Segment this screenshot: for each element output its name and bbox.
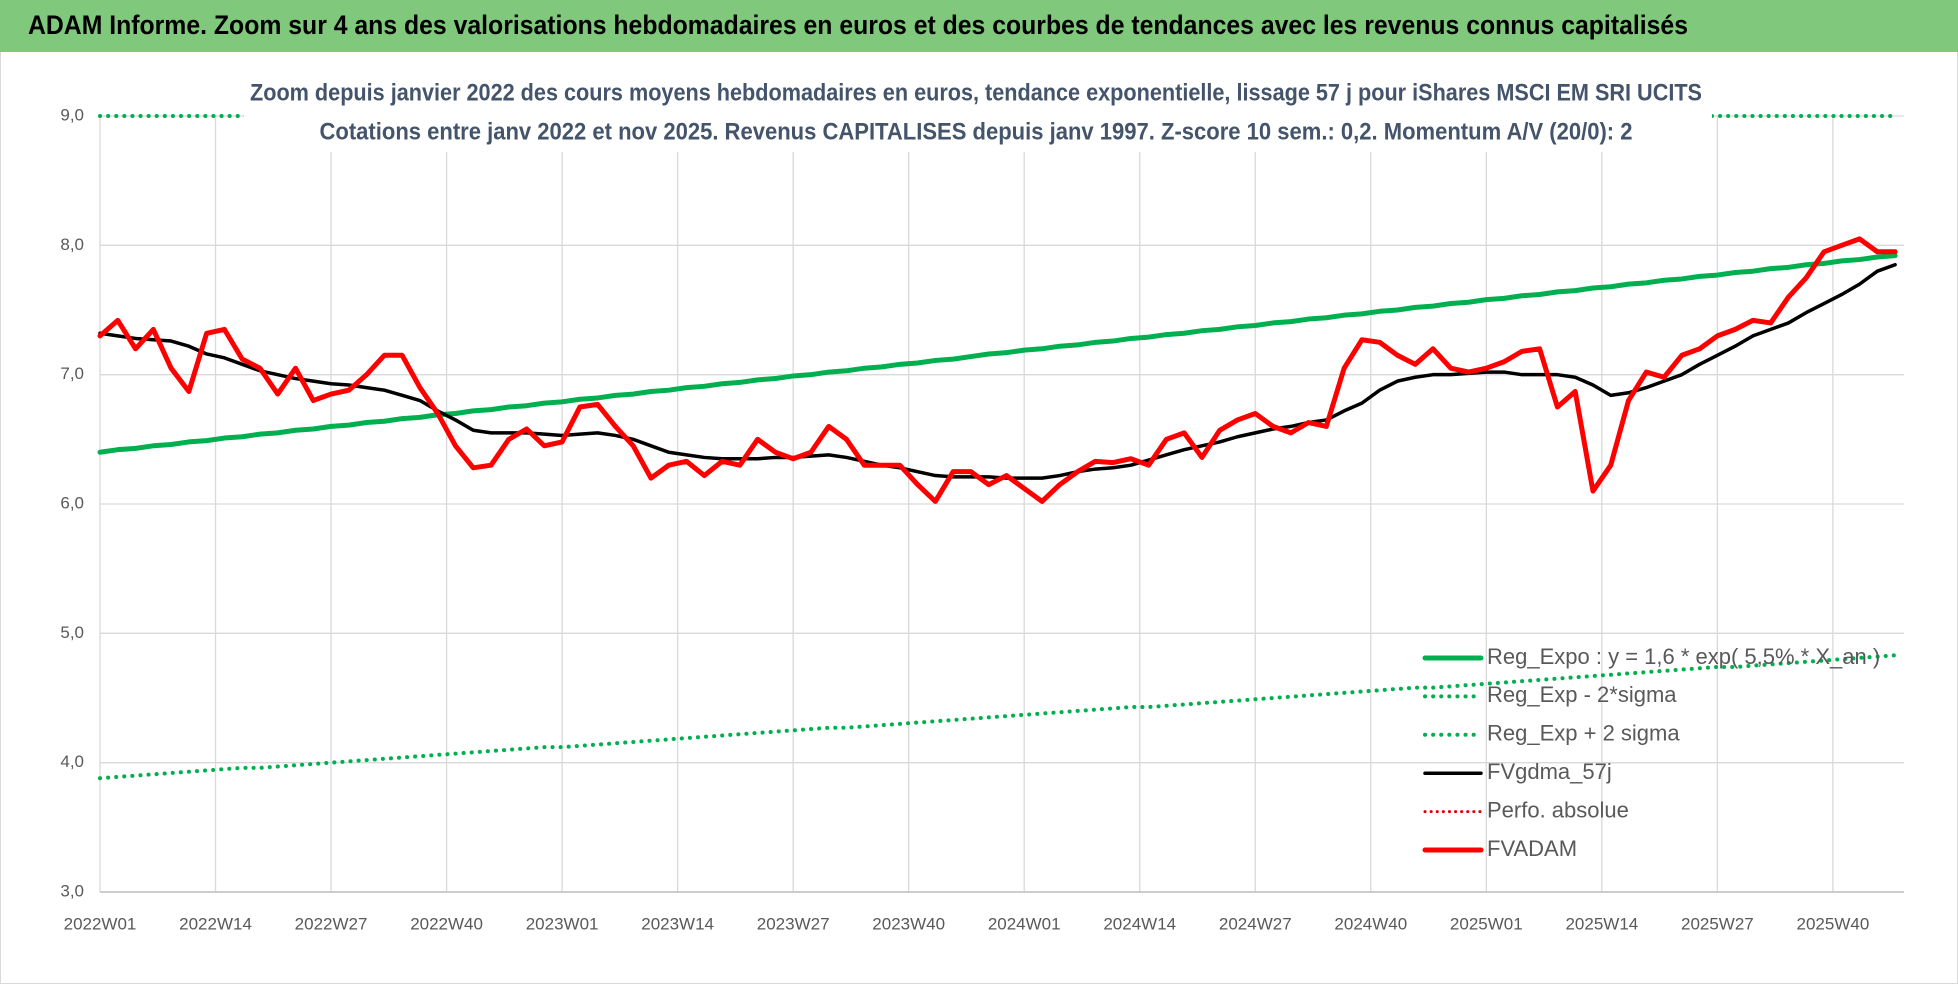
title-background bbox=[244, 76, 1712, 152]
y-tick-label: 9,0 bbox=[60, 105, 84, 124]
legend-label: FVADAM bbox=[1487, 836, 1577, 861]
y-tick-label: 5,0 bbox=[60, 623, 84, 642]
x-tick-label: 2023W01 bbox=[526, 914, 599, 933]
y-tick-label: 8,0 bbox=[60, 235, 84, 254]
legend-label: Reg_Exp - 2*sigma bbox=[1487, 682, 1677, 707]
x-tick-label: 2025W27 bbox=[1681, 914, 1754, 933]
x-tick-label: 2022W14 bbox=[179, 914, 252, 933]
x-tick-label: 2022W40 bbox=[410, 914, 483, 933]
title-block: Zoom depuis janvier 2022 des cours moyen… bbox=[244, 76, 1712, 152]
y-tick-label: 6,0 bbox=[60, 493, 84, 512]
x-tick-label: 2024W40 bbox=[1334, 914, 1407, 933]
y-tick-label: 7,0 bbox=[60, 364, 84, 383]
x-tick-label: 2025W01 bbox=[1450, 914, 1523, 933]
x-tick-label: 2025W40 bbox=[1797, 914, 1870, 933]
header-bar bbox=[0, 0, 1958, 52]
series-line bbox=[97, 253, 1898, 455]
y-tick-label: 3,0 bbox=[60, 881, 84, 900]
legend-label: FVgdma_57j bbox=[1487, 759, 1612, 784]
x-tick-label: 2023W40 bbox=[872, 914, 945, 933]
chart-title: Zoom depuis janvier 2022 des cours moyen… bbox=[250, 79, 1702, 106]
x-tick-label: 2022W01 bbox=[64, 914, 137, 933]
x-tick-label: 2023W27 bbox=[757, 914, 830, 933]
legend-label: Reg_Exp + 2 sigma bbox=[1487, 721, 1680, 746]
x-tick-label: 2024W27 bbox=[1219, 914, 1292, 933]
x-tick-label: 2024W01 bbox=[988, 914, 1061, 933]
x-tick-label: 2023W14 bbox=[641, 914, 714, 933]
x-tick-label: 2022W27 bbox=[295, 914, 368, 933]
x-tick-label: 2024W14 bbox=[1103, 914, 1176, 933]
x-tick-label: 2025W14 bbox=[1565, 914, 1638, 933]
legend-label: Reg_Expo : y = 1,6 * exp( 5,5% * X_an ) bbox=[1487, 644, 1880, 669]
header-title: ADAM Informe. Zoom sur 4 ans des valoris… bbox=[28, 10, 1688, 40]
chart-subtitle: Cotations entre janv 2022 et nov 2025. R… bbox=[320, 118, 1633, 145]
legend-label: Perfo. absolue bbox=[1487, 797, 1629, 822]
y-tick-label: 4,0 bbox=[60, 752, 84, 771]
series-line bbox=[97, 236, 1898, 504]
series-line bbox=[98, 653, 1898, 781]
